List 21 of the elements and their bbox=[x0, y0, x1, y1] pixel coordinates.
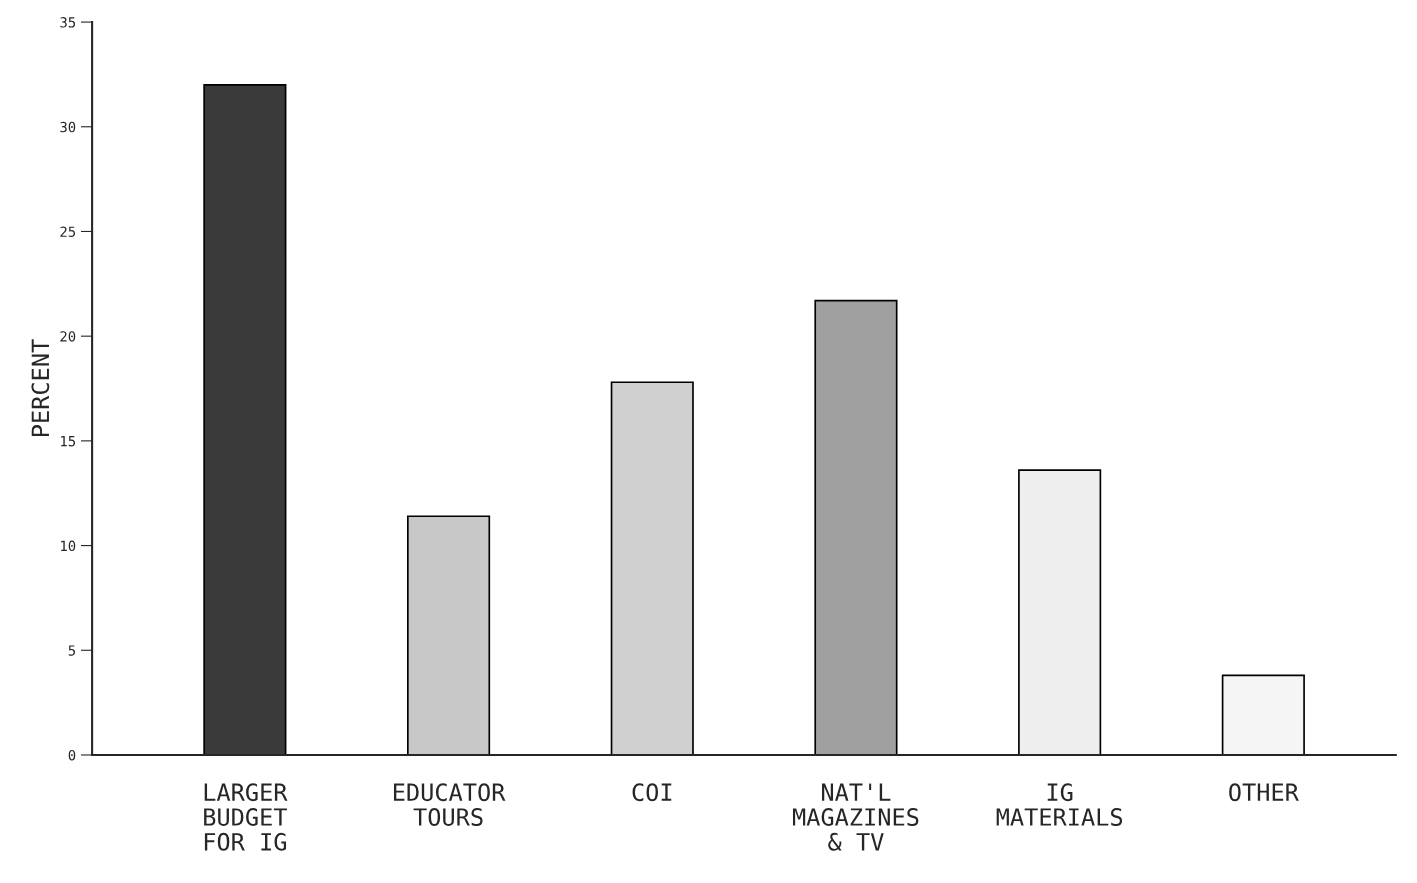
x-tick-label: EDUCATOR TOURS bbox=[393, 783, 506, 826]
x-tick-label: IG MATERIALS bbox=[996, 783, 1123, 826]
x-tick-label: OTHER bbox=[1229, 783, 1299, 802]
bar bbox=[203, 84, 287, 755]
x-tick-label: COI bbox=[632, 783, 672, 802]
y-tick-label: 25 bbox=[60, 226, 76, 237]
bar bbox=[814, 299, 898, 755]
bar bbox=[1221, 674, 1305, 755]
x-tick-label: LARGER BUDGET FOR IG bbox=[204, 783, 288, 851]
y-tick-label: 0 bbox=[68, 749, 76, 761]
y-tick-label: 30 bbox=[60, 121, 76, 133]
y-tick-label: 35 bbox=[60, 17, 76, 28]
y-tick-label: 10 bbox=[61, 540, 76, 552]
y-tick-label: 15 bbox=[61, 436, 76, 447]
y-tick-label: 5 bbox=[68, 645, 76, 656]
y-tick-label: 20 bbox=[60, 331, 76, 342]
bar bbox=[1018, 469, 1102, 755]
bar bbox=[610, 381, 694, 755]
x-tick-label: NAT'L MAGAZINES & TV bbox=[792, 783, 919, 851]
y-axis-title: PERCENT bbox=[31, 339, 50, 436]
bar bbox=[406, 515, 491, 755]
